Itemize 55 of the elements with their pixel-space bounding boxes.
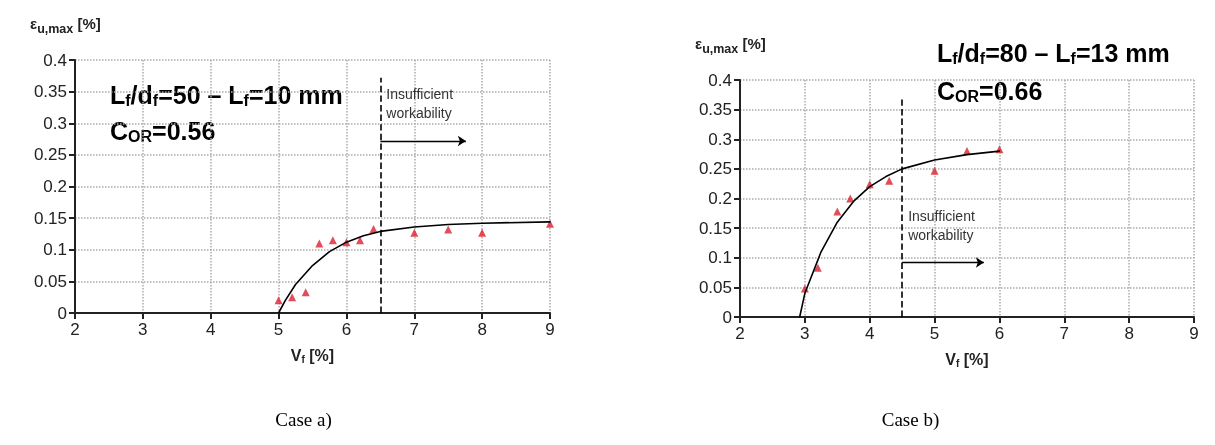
x-tick-label: 3	[138, 320, 148, 339]
y-tick-label: 0.25	[698, 159, 732, 179]
x-tick-label: 8	[477, 320, 487, 339]
point	[478, 228, 487, 237]
x-tick-label: 8	[1124, 324, 1134, 343]
annotation: Lf/df=50 – Lf=10 mm	[110, 80, 343, 109]
text: Case a)	[275, 409, 332, 431]
y-tick-label: 0	[722, 307, 732, 327]
x-tick-label: 2	[735, 324, 745, 343]
point	[885, 176, 894, 185]
y-tick-label: 0.35	[698, 100, 732, 120]
annotation: COR=0.56	[110, 116, 216, 145]
y-tick-label: 0.15	[33, 208, 67, 228]
y-tick-label: 0.3	[708, 129, 732, 149]
y-tick-label: 0.1	[708, 248, 732, 268]
y-tick-label: 0.3	[43, 113, 67, 133]
x-tick-label: 6	[341, 320, 352, 339]
ref-line-label: Insufficient workability	[385, 86, 457, 122]
y-tick-label: 0.05	[33, 271, 67, 291]
x-tick-label: 5	[929, 324, 940, 343]
x-tick-label: 7	[1059, 324, 1070, 343]
y-tick-label: 0.15	[698, 218, 732, 238]
point	[444, 225, 453, 234]
y-axis-title: ε$_{u,max}$ [%]	[30, 15, 101, 36]
x-tick-label: 6	[994, 324, 1005, 343]
x-tick-label: 5	[273, 320, 284, 339]
point	[356, 236, 364, 245]
y-tick-label: 0.1	[43, 240, 67, 260]
y-tick-label: 0.4	[708, 70, 732, 90]
x-tick-label: 4	[864, 324, 875, 343]
y-axis-title: ε$_{u,max}$ [%]	[695, 35, 766, 56]
annotation: COR=0.66	[937, 76, 1043, 105]
x-tick-label: 4	[205, 320, 216, 339]
x-tick-label: 7	[409, 320, 420, 339]
point	[813, 263, 822, 272]
x-tick-label: 9	[545, 320, 555, 339]
y-tick-label: 0.2	[43, 177, 67, 196]
y-tick-label: 0.35	[33, 82, 67, 102]
x-tick-label: 2	[70, 320, 80, 339]
x-tick-label: 3	[800, 324, 810, 343]
x-tick-label: 9	[1189, 324, 1199, 343]
y-tick-label: 0.25	[33, 145, 67, 165]
point	[288, 293, 297, 302]
y-tick-label: 0	[57, 303, 67, 323]
point	[833, 207, 842, 216]
y-tick-label: 0.2	[708, 189, 732, 208]
point	[930, 166, 939, 175]
ref-line-label: Insufficient workability	[907, 207, 979, 243]
y-tick-label: 0.4	[43, 50, 67, 70]
text: Case b)	[881, 409, 940, 431]
point	[846, 194, 855, 203]
point	[274, 296, 283, 305]
point	[410, 228, 419, 237]
y-tick-label: 0.05	[698, 277, 732, 297]
text: Lf/df=80 – Lf=13 mm	[937, 38, 1170, 67]
